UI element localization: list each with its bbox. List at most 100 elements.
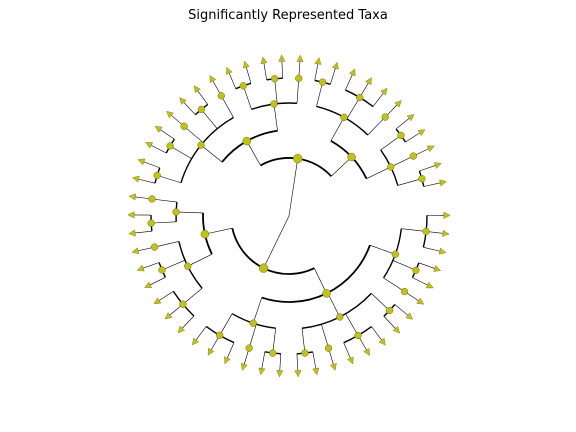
leaf-node	[153, 297, 162, 305]
taxon-node	[322, 289, 331, 298]
leaf-node	[131, 247, 140, 255]
leaf-node	[348, 68, 356, 77]
leaf-node	[347, 356, 354, 365]
taxon-node	[381, 113, 389, 121]
tree-edge	[367, 116, 386, 136]
nodes-layer	[127, 54, 451, 378]
leaf-node	[164, 312, 173, 320]
taxon-node	[301, 349, 309, 357]
tree-edge	[221, 95, 234, 118]
taxon-node	[239, 82, 247, 90]
taxon-node	[422, 227, 430, 236]
tree-edge	[401, 228, 427, 232]
tree-edge	[161, 259, 186, 271]
leaf-node	[136, 264, 145, 272]
leaf-node	[392, 325, 401, 334]
tree-edge	[390, 155, 414, 168]
leaf-node	[226, 66, 233, 75]
taxon-node	[147, 219, 155, 227]
leaf-node	[433, 265, 442, 272]
tree-edge	[273, 103, 278, 131]
leaf-node	[207, 347, 215, 356]
leaf-node	[240, 362, 248, 371]
tree-edge	[204, 227, 233, 235]
tree-edge	[330, 117, 345, 142]
leaf-node	[294, 370, 302, 378]
taxon-node	[385, 306, 394, 315]
leaf-node	[224, 356, 231, 365]
leaf-node	[179, 97, 187, 105]
leaf-node	[137, 158, 146, 166]
leaf-node	[426, 145, 435, 153]
taxon-node	[347, 152, 356, 162]
tree-edge	[242, 85, 252, 110]
taxon-node	[318, 78, 327, 86]
tree-edge	[154, 241, 179, 248]
taxon-node	[217, 92, 225, 100]
tree-edge	[157, 175, 182, 184]
leaf-node	[378, 337, 386, 346]
taxon-node	[270, 75, 279, 83]
taxon-node	[245, 344, 253, 352]
leaf-node	[380, 87, 388, 96]
taxon-node	[153, 171, 161, 180]
leaf-node	[438, 247, 447, 255]
taxon-node	[200, 229, 210, 239]
leaf-node	[405, 312, 414, 320]
taxon-node	[197, 105, 206, 114]
taxon-node	[180, 122, 188, 130]
taxon-node	[397, 131, 405, 139]
tree-edge	[200, 144, 223, 163]
leaf-node	[154, 125, 163, 133]
taxon-node	[340, 113, 348, 121]
taxon-node	[215, 331, 224, 339]
taxon-node	[166, 142, 174, 150]
tree-edge	[397, 178, 422, 186]
taxon-node	[242, 136, 252, 146]
taxon-node	[197, 141, 205, 149]
leaf-node	[365, 77, 372, 86]
taxon-node	[356, 93, 364, 102]
leaf-node	[166, 110, 174, 119]
tree-edge	[380, 135, 402, 151]
leaf-node	[193, 85, 201, 94]
tree-edge	[327, 292, 341, 318]
tree-edge	[248, 324, 257, 349]
leaf-node	[425, 281, 434, 289]
taxon-node	[179, 300, 187, 308]
taxon-node	[172, 208, 180, 216]
tree-edge	[321, 324, 329, 349]
leaf-node	[417, 129, 426, 137]
taxon-node	[336, 313, 344, 321]
leaf-node	[131, 175, 140, 183]
leaf-node	[296, 54, 304, 63]
leaf-node	[329, 363, 337, 371]
tree-edge	[288, 158, 299, 217]
figure-title: Significantly Represented Taxa	[188, 8, 388, 23]
leaf-node	[363, 348, 370, 356]
tree-edge	[345, 313, 359, 336]
leaf-node	[127, 211, 135, 219]
leaf-node	[416, 297, 425, 305]
taxon-node	[150, 243, 159, 251]
leaf-node	[177, 325, 186, 334]
leaf-node	[443, 211, 451, 219]
tree-edge	[346, 97, 360, 120]
taxon-node	[269, 349, 277, 357]
leaf-node	[439, 179, 447, 187]
leaf-node	[145, 142, 154, 149]
leaf-node	[260, 56, 268, 65]
leaf-node	[128, 193, 137, 201]
tree-edge	[151, 221, 177, 224]
taxon-node	[158, 266, 166, 274]
taxon-node	[148, 195, 156, 203]
taxon-node	[184, 262, 192, 270]
leaf-node	[258, 367, 266, 376]
tree-edge	[183, 126, 204, 143]
tree-edge	[169, 145, 192, 159]
tree-edge	[316, 82, 323, 107]
tree-edge	[187, 253, 213, 267]
tree-edge	[383, 277, 405, 292]
